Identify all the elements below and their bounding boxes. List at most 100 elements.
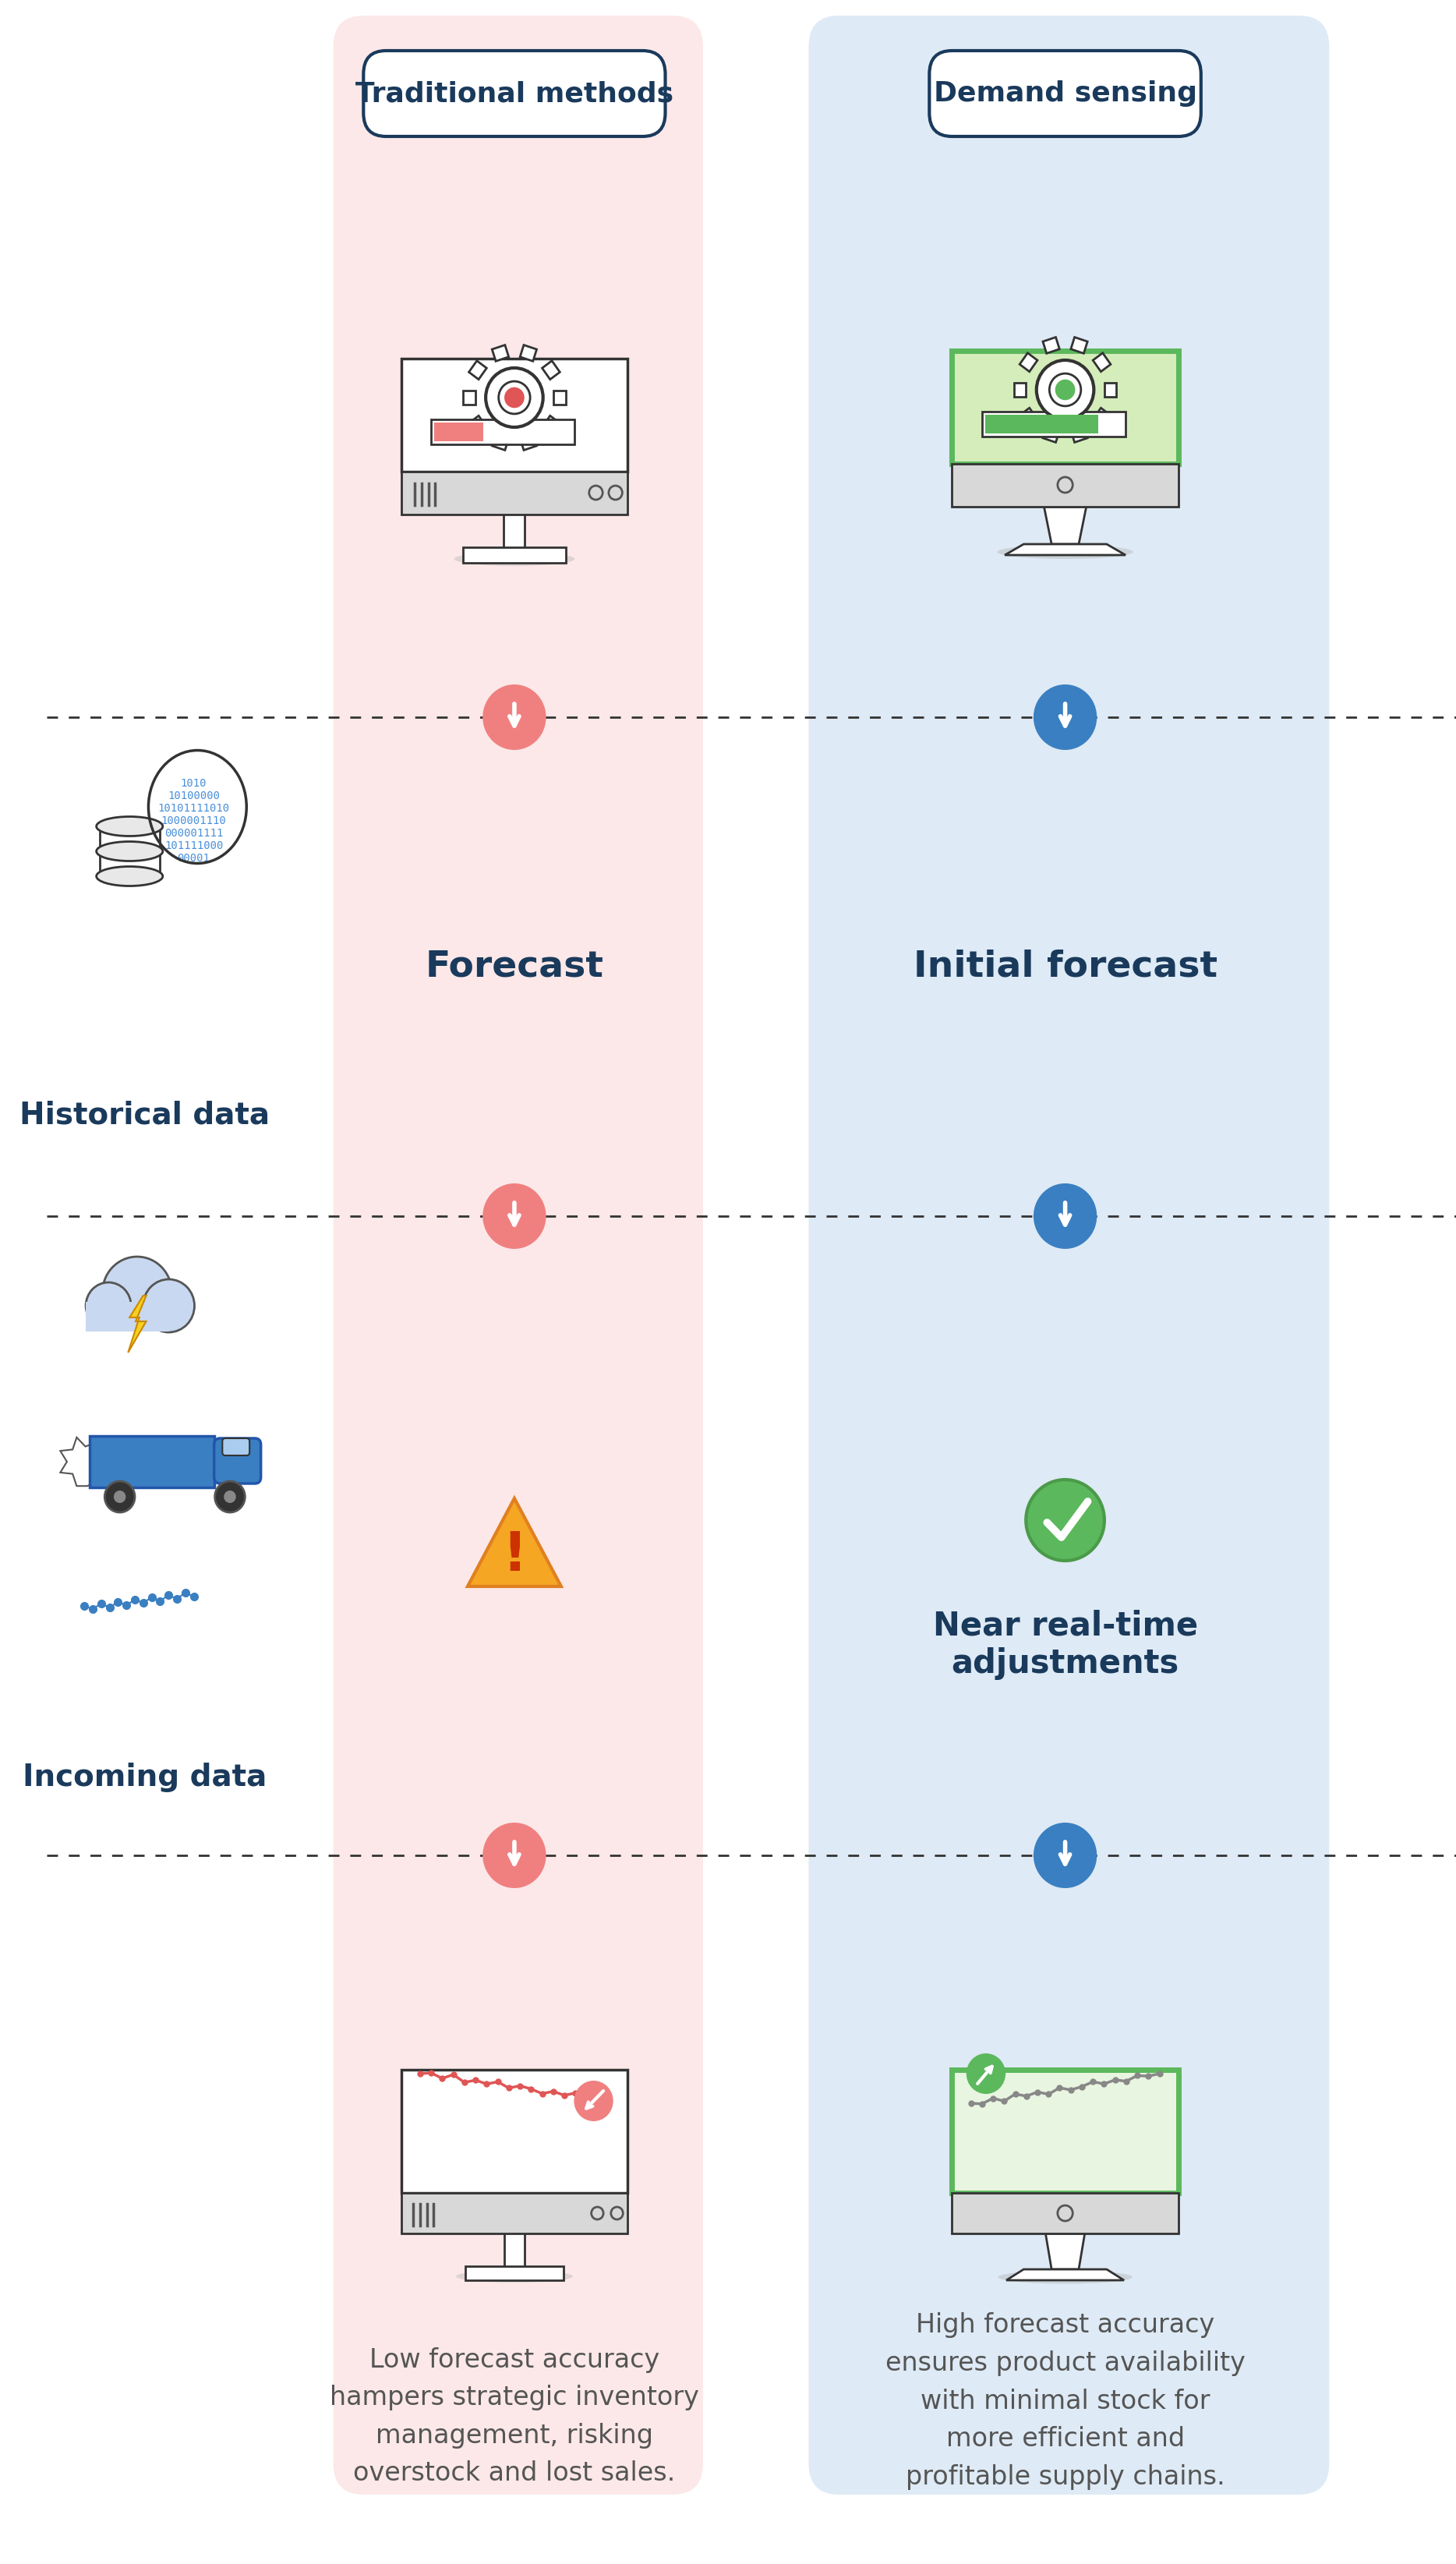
Bar	[402, 359, 628, 472]
Polygon shape	[463, 390, 475, 405]
Text: Low forecast accuracy
hampers strategic inventory
management, risking
overstock : Low forecast accuracy hampers strategic …	[329, 2346, 699, 2487]
Circle shape	[483, 1185, 546, 1249]
Ellipse shape	[454, 551, 575, 567]
Bar	[99, 851, 160, 877]
Text: Incoming data: Incoming data	[23, 1761, 266, 1792]
Circle shape	[1034, 1185, 1096, 1249]
Polygon shape	[1044, 508, 1086, 544]
FancyBboxPatch shape	[214, 1438, 261, 1485]
Circle shape	[967, 2054, 1006, 2095]
Polygon shape	[520, 433, 537, 451]
Bar	[952, 351, 1178, 464]
Text: Forecast: Forecast	[425, 949, 604, 985]
Ellipse shape	[96, 841, 163, 862]
Circle shape	[498, 382, 530, 413]
Circle shape	[1034, 685, 1096, 749]
Ellipse shape	[456, 2269, 572, 2282]
Circle shape	[1050, 374, 1080, 405]
Bar	[952, 2192, 1178, 2233]
Bar	[431, 420, 575, 444]
Polygon shape	[1045, 2233, 1085, 2269]
Bar	[983, 413, 1125, 436]
Bar	[99, 826, 160, 851]
FancyBboxPatch shape	[364, 51, 665, 136]
Ellipse shape	[96, 867, 163, 887]
Circle shape	[483, 1823, 546, 1887]
Polygon shape	[1013, 382, 1026, 397]
Bar	[466, 2267, 563, 2279]
Bar	[952, 464, 1178, 508]
Circle shape	[215, 1482, 245, 1513]
Circle shape	[486, 369, 543, 428]
Bar	[402, 2192, 628, 2233]
Polygon shape	[1019, 354, 1038, 372]
FancyBboxPatch shape	[808, 15, 1329, 2495]
Polygon shape	[1042, 426, 1060, 444]
Text: 000001111: 000001111	[165, 828, 223, 838]
Text: Traditional methods: Traditional methods	[355, 79, 674, 108]
Circle shape	[574, 2079, 613, 2120]
Polygon shape	[128, 1295, 146, 1354]
Polygon shape	[1105, 382, 1117, 397]
Polygon shape	[1070, 426, 1088, 444]
Polygon shape	[1093, 354, 1111, 372]
Polygon shape	[1006, 2269, 1124, 2279]
FancyBboxPatch shape	[929, 51, 1201, 136]
Bar	[434, 423, 483, 441]
Polygon shape	[542, 415, 561, 433]
Text: 00001: 00001	[178, 854, 210, 864]
FancyBboxPatch shape	[223, 1438, 249, 1456]
Ellipse shape	[96, 815, 163, 836]
Text: Initial forecast: Initial forecast	[913, 949, 1217, 985]
Polygon shape	[469, 415, 486, 433]
Polygon shape	[467, 1497, 561, 1587]
Polygon shape	[469, 362, 486, 379]
FancyBboxPatch shape	[90, 1436, 214, 1487]
Bar	[952, 2069, 1178, 2192]
Polygon shape	[542, 362, 561, 379]
FancyBboxPatch shape	[333, 15, 703, 2495]
Text: 10100000: 10100000	[167, 790, 220, 803]
Polygon shape	[1019, 408, 1038, 426]
Bar	[952, 351, 1178, 464]
Polygon shape	[520, 346, 537, 362]
Text: !: !	[502, 1528, 527, 1582]
Polygon shape	[1070, 338, 1088, 354]
Text: High forecast accuracy
ensures product availability
with minimal stock for
more : High forecast accuracy ensures product a…	[885, 2313, 1245, 2490]
Text: Historical data: Historical data	[19, 1100, 269, 1131]
Bar	[504, 510, 526, 551]
Bar	[402, 472, 628, 515]
Ellipse shape	[997, 546, 1133, 559]
Bar	[86, 1303, 169, 1331]
Text: 1000001110: 1000001110	[162, 815, 226, 826]
Polygon shape	[60, 1438, 106, 1487]
Circle shape	[483, 685, 546, 749]
Circle shape	[224, 1490, 236, 1503]
Circle shape	[114, 1490, 125, 1503]
Bar	[86, 1328, 169, 1331]
Bar	[952, 2069, 1178, 2192]
Circle shape	[1026, 1479, 1105, 1561]
Text: 10101111010: 10101111010	[157, 803, 230, 813]
Text: Near real-time
adjustments: Near real-time adjustments	[933, 1610, 1198, 1679]
Circle shape	[143, 1279, 195, 1333]
Polygon shape	[1093, 408, 1111, 426]
Text: Demand sensing: Demand sensing	[933, 79, 1197, 108]
Polygon shape	[1042, 338, 1060, 354]
Circle shape	[105, 1482, 135, 1513]
Circle shape	[102, 1256, 172, 1328]
Circle shape	[1034, 1823, 1096, 1887]
Bar	[402, 2069, 628, 2192]
Ellipse shape	[997, 2272, 1133, 2285]
Polygon shape	[1005, 544, 1125, 554]
Bar	[986, 415, 1098, 433]
Text: 101111000: 101111000	[165, 841, 223, 851]
Circle shape	[1056, 379, 1075, 400]
Polygon shape	[492, 433, 508, 451]
Bar	[505, 2231, 524, 2269]
Text: 1010: 1010	[181, 777, 207, 790]
Circle shape	[504, 387, 524, 408]
Circle shape	[1037, 359, 1093, 420]
Bar	[463, 546, 566, 564]
Circle shape	[86, 1282, 131, 1328]
